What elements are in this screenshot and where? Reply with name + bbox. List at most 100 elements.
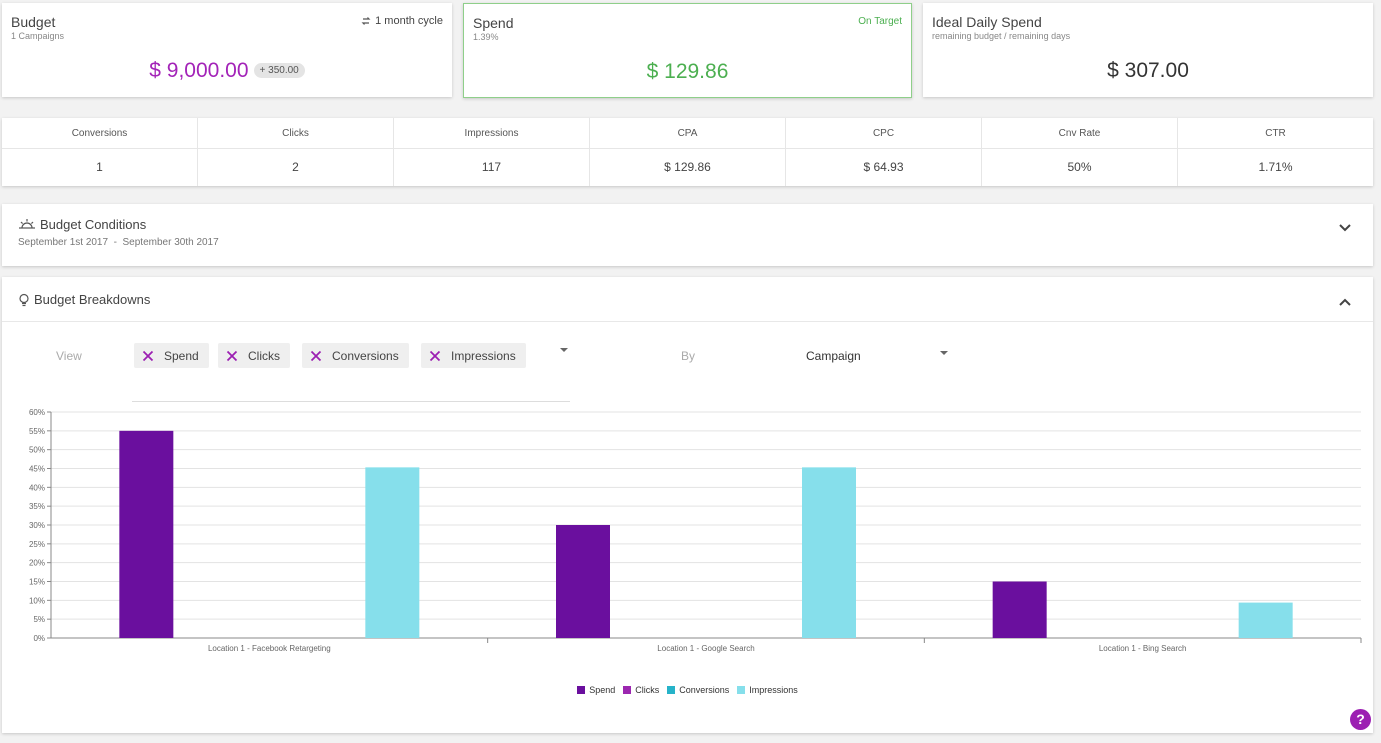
remove-icon[interactable] [226, 350, 238, 362]
legend-swatch [577, 686, 586, 694]
stat-value: $ 129.86 [664, 160, 711, 174]
y-tick-label: 35% [29, 502, 45, 511]
sun-icon [19, 218, 35, 229]
x-tick-label: Location 1 - Google Search [657, 644, 754, 653]
budget-cycle-label: 1 month cycle [375, 15, 443, 27]
bar-spend [556, 525, 610, 638]
budget-breakdowns-header[interactable]: Budget Breakdowns [2, 277, 1373, 322]
stat-value: 2 [292, 160, 299, 174]
y-tick-label: 30% [29, 521, 45, 530]
y-tick-label: 5% [33, 615, 45, 624]
budget-card: Budget 1 Campaigns 1 month cycle $ 9,000… [2, 3, 452, 97]
view-chip-clicks[interactable]: Clicks [218, 343, 290, 368]
stat-value: 117 [481, 160, 502, 174]
legend-label: Impressions [749, 685, 798, 695]
view-chip-conversions[interactable]: Conversions [302, 343, 409, 368]
budget-conditions-panel[interactable]: Budget Conditions September 1st 2017 - S… [2, 204, 1373, 266]
legend-label: Clicks [635, 685, 660, 695]
remove-icon[interactable] [142, 350, 154, 362]
chevron-down-icon[interactable] [1337, 220, 1353, 236]
breakdown-bar-chart: 0% 5% 10% 15% 20% 25% 30% 35% 40% 45% 50% 55% 60% Loc… [29, 408, 1362, 653]
repeat-icon [361, 17, 371, 25]
help-button[interactable]: ? [1350, 709, 1371, 730]
legend-item-clicks[interactable]: Clicks [623, 685, 659, 695]
stat-header: CTR [1178, 118, 1373, 149]
y-tick-label: 40% [29, 483, 45, 492]
view-chip-label: Spend [164, 348, 199, 363]
view-dropdown-arrow-icon[interactable] [560, 348, 568, 352]
stat-header: CPC [786, 118, 981, 149]
remove-icon[interactable] [310, 350, 322, 362]
ideal-subtitle: remaining budget / remaining days [932, 31, 1071, 41]
bar-spend [119, 430, 174, 638]
y-tick-label: 0% [33, 634, 45, 643]
y-tick-label: 55% [29, 427, 45, 436]
spend-subtitle: 1.39% [473, 32, 499, 42]
stat-header: Impressions [394, 118, 589, 149]
stats-table: Conversions 1 Clicks 2 Impressions 117 CPA $ 12… [2, 118, 1373, 186]
view-select-underline [132, 401, 570, 402]
x-tick-label: Location 1 - Facebook Retargeting [208, 644, 331, 653]
y-tick-label: 60% [29, 408, 45, 417]
by-select[interactable]: Campaign [806, 349, 861, 363]
spend-value: $ 129.86 [646, 60, 729, 83]
budget-conditions-dates: September 1st 2017 - September 30th 2017 [18, 237, 219, 248]
y-tick-label: 10% [29, 596, 45, 605]
stat-header: Clicks [198, 118, 393, 149]
spend-title: Spend [473, 15, 514, 31]
bar-impressions [1238, 602, 1293, 638]
bar-impressions [802, 467, 856, 638]
view-chip-spend[interactable]: Spend [134, 343, 209, 368]
budget-cycle[interactable]: 1 month cycle [361, 15, 443, 27]
stat-value: 50% [1067, 160, 1092, 174]
remove-icon[interactable] [429, 350, 441, 362]
legend-swatch [667, 686, 676, 694]
budget-breakdowns-title: Budget Breakdowns [18, 292, 150, 307]
budget-value: $ 9,000.00 [149, 59, 249, 82]
stat-column: Cnv Rate 50% [982, 118, 1178, 186]
legend-item-impressions[interactable]: Impressions [737, 685, 798, 695]
legend-item-conversions[interactable]: Conversions [667, 685, 729, 695]
chart-legend: Spend Clicks Conversions Impressions [2, 685, 1373, 695]
legend-label: Conversions [679, 685, 730, 695]
stat-header: Conversions [2, 118, 197, 149]
stat-value: 1 [96, 160, 103, 174]
bar-spend [992, 581, 1047, 638]
ideal-value: $ 307.00 [1107, 59, 1189, 82]
budget-subtitle: 1 Campaigns [11, 31, 65, 41]
stat-column: Impressions 117 [394, 118, 590, 186]
view-chip-label: Clicks [248, 348, 280, 363]
spend-status-badge: On Target [858, 16, 902, 27]
budget-conditions-title: Budget Conditions [18, 217, 146, 232]
stat-value: 1.71% [1258, 160, 1293, 174]
lightbulb-icon [19, 293, 29, 306]
y-tick-label: 15% [29, 578, 45, 587]
legend-swatch [623, 686, 632, 694]
budget-value-row: $ 9,000.00 + 350.00 [2, 59, 452, 83]
stat-column: CPA $ 129.86 [590, 118, 786, 186]
y-tick-label: 50% [29, 446, 45, 455]
budget-breakdowns-label: Budget Breakdowns [34, 292, 151, 307]
spend-card: Spend 1.39% On Target $ 129.86 [463, 3, 912, 98]
stat-header: Cnv Rate [982, 118, 1177, 149]
chevron-up-icon[interactable] [1337, 294, 1353, 310]
legend-label: Spend [589, 685, 616, 695]
budget-adjustment-chip[interactable]: + 350.00 [253, 63, 305, 78]
budget-breakdowns-panel: Budget Breakdowns View Spend Clicks Conver… [2, 277, 1373, 733]
stat-column: CTR 1.71% [1178, 118, 1373, 186]
y-tick-label: 25% [29, 540, 45, 549]
legend-swatch [737, 686, 746, 694]
view-chip-label: Impressions [451, 348, 516, 363]
stat-column: Conversions 1 [2, 118, 198, 186]
by-dropdown-arrow-icon[interactable] [940, 351, 948, 355]
bar-impressions [365, 467, 420, 638]
y-tick-label: 45% [29, 465, 45, 474]
view-chip-impressions[interactable]: Impressions [421, 343, 526, 368]
ideal-daily-spend-card: Ideal Daily Spend remaining budget / rem… [923, 3, 1373, 97]
legend-item-spend[interactable]: Spend [577, 685, 615, 695]
stat-column: CPC $ 64.93 [786, 118, 982, 186]
budget-title: Budget [11, 14, 56, 30]
view-label: View [56, 349, 82, 363]
by-label: By [681, 349, 696, 363]
view-chip-label: Conversions [332, 348, 399, 363]
